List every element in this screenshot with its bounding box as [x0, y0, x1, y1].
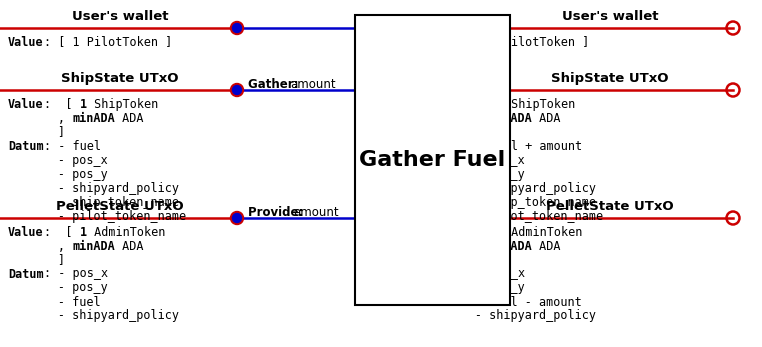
Text: - ship_token_name: - ship_token_name — [425, 195, 596, 209]
Text: :  [: : [ — [461, 98, 496, 110]
Text: - ship_token_name: - ship_token_name — [8, 195, 179, 209]
Circle shape — [232, 85, 242, 94]
Text: :  [: : [ — [43, 226, 79, 238]
Text: - pilot_token_name: - pilot_token_name — [8, 210, 186, 222]
Text: ]: ] — [8, 254, 65, 266]
Text: : [ 1 PilotToken ]: : [ 1 PilotToken ] — [461, 35, 589, 49]
Text: - pos_y: - pos_y — [8, 281, 107, 295]
Text: - shipyard_policy: - shipyard_policy — [8, 310, 179, 322]
Text: ,: , — [8, 111, 72, 125]
Text: Gather:: Gather: — [248, 77, 303, 91]
Text: ,: , — [425, 111, 489, 125]
Text: : [ 1 PilotToken ]: : [ 1 PilotToken ] — [43, 35, 172, 49]
Text: 1: 1 — [79, 98, 87, 110]
Text: : - pos_x: : - pos_x — [43, 268, 108, 280]
Text: - shipyard_policy: - shipyard_policy — [425, 310, 596, 322]
Text: 1: 1 — [496, 98, 504, 110]
Circle shape — [230, 84, 244, 96]
Circle shape — [230, 212, 244, 225]
Text: ADA: ADA — [115, 239, 143, 253]
Text: - shipyard_policy: - shipyard_policy — [8, 181, 179, 195]
Text: - pos_y: - pos_y — [425, 281, 525, 295]
Text: ,: , — [425, 239, 489, 253]
Text: ADA: ADA — [532, 111, 561, 125]
Text: : - pos_x: : - pos_x — [461, 268, 525, 280]
Text: ShipState UTxO: ShipState UTxO — [551, 71, 669, 85]
Text: ]: ] — [8, 126, 65, 138]
Text: PelletState UTxO: PelletState UTxO — [546, 200, 674, 212]
Text: - pos_x: - pos_x — [8, 153, 107, 167]
Text: Value: Value — [8, 35, 43, 49]
Text: - fuel: - fuel — [8, 296, 101, 308]
Text: amount: amount — [293, 205, 338, 219]
Text: Value: Value — [425, 226, 460, 238]
Text: Gather Fuel: Gather Fuel — [360, 150, 506, 170]
Circle shape — [232, 213, 242, 222]
Text: PelletState UTxO: PelletState UTxO — [56, 200, 184, 212]
Text: User's wallet: User's wallet — [72, 9, 168, 23]
Text: minADA: minADA — [489, 239, 532, 253]
Text: ,: , — [8, 239, 72, 253]
Text: Value: Value — [8, 98, 43, 110]
Text: minADA: minADA — [489, 111, 532, 125]
Text: ShipState UTxO: ShipState UTxO — [61, 71, 179, 85]
Text: Datum: Datum — [425, 268, 460, 280]
Text: Datum: Datum — [8, 139, 43, 152]
Text: Value: Value — [425, 35, 460, 49]
Text: ShipToken: ShipToken — [504, 98, 575, 110]
Text: ShipToken: ShipToken — [87, 98, 158, 110]
Text: Datum: Datum — [8, 268, 43, 280]
Text: AdminToken: AdminToken — [87, 226, 165, 238]
Text: :  [: : [ — [461, 226, 496, 238]
Text: minADA: minADA — [72, 239, 115, 253]
Text: Datum: Datum — [425, 139, 460, 152]
Bar — [355, 15, 510, 305]
Circle shape — [232, 24, 242, 33]
Text: ADA: ADA — [532, 239, 561, 253]
Text: ]: ] — [425, 126, 482, 138]
Text: ]: ] — [425, 254, 482, 266]
Circle shape — [230, 22, 244, 34]
Text: amount: amount — [290, 77, 335, 91]
Text: Value: Value — [425, 98, 460, 110]
Text: 1: 1 — [496, 226, 504, 238]
Text: : - fuel: : - fuel — [43, 139, 101, 152]
Text: - pos_x: - pos_x — [425, 153, 525, 167]
Text: - pos_y: - pos_y — [8, 168, 107, 180]
Text: : - fuel + amount: : - fuel + amount — [461, 139, 582, 152]
Text: - shipyard_policy: - shipyard_policy — [425, 181, 596, 195]
Text: minADA: minADA — [72, 111, 115, 125]
Text: - pos_y: - pos_y — [425, 168, 525, 180]
Text: Value: Value — [8, 226, 43, 238]
Text: User's wallet: User's wallet — [562, 9, 658, 23]
Text: AdminToken: AdminToken — [504, 226, 582, 238]
Text: - fuel - amount: - fuel - amount — [425, 296, 581, 308]
Text: ADA: ADA — [115, 111, 143, 125]
Text: 1: 1 — [79, 226, 87, 238]
Text: - pilot_token_name: - pilot_token_name — [425, 210, 604, 222]
Text: Provide:: Provide: — [248, 205, 308, 219]
Text: :  [: : [ — [43, 98, 79, 110]
